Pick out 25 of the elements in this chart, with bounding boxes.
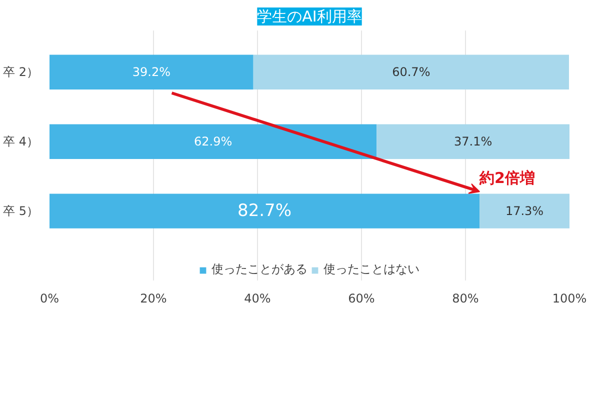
data-label: 17.3% (505, 204, 544, 218)
data-label: 62.9% (194, 134, 232, 149)
legend-label: 使ったことがある (212, 261, 308, 278)
x-tick-label: 40% (244, 292, 271, 306)
bar (50, 124, 377, 159)
data-label: 60.7% (392, 65, 430, 80)
data-label: 82.7% (238, 201, 292, 222)
annotation: 約2倍増 (478, 168, 535, 187)
x-tick-label: 100% (552, 292, 587, 306)
data-label: 37.1% (454, 134, 492, 149)
bar (480, 194, 570, 228)
bar (253, 54, 569, 90)
y-tick-label: 卒 4） (3, 134, 39, 149)
bar (50, 194, 480, 228)
x-tick-label: 20% (140, 292, 167, 306)
data-label: 39.2% (132, 65, 170, 80)
x-tick-label: 80% (452, 292, 479, 306)
y-tick-label: 卒 2） (3, 65, 39, 80)
chart-title: 学生のAI利用率 (257, 8, 362, 26)
bar (376, 124, 570, 159)
bar (50, 54, 254, 90)
x-tick-label: 60% (348, 292, 375, 306)
y-tick-label: 卒 5） (3, 204, 39, 218)
legend-label: 使ったことはない (324, 261, 420, 278)
x-tick-label: 0% (40, 292, 60, 306)
